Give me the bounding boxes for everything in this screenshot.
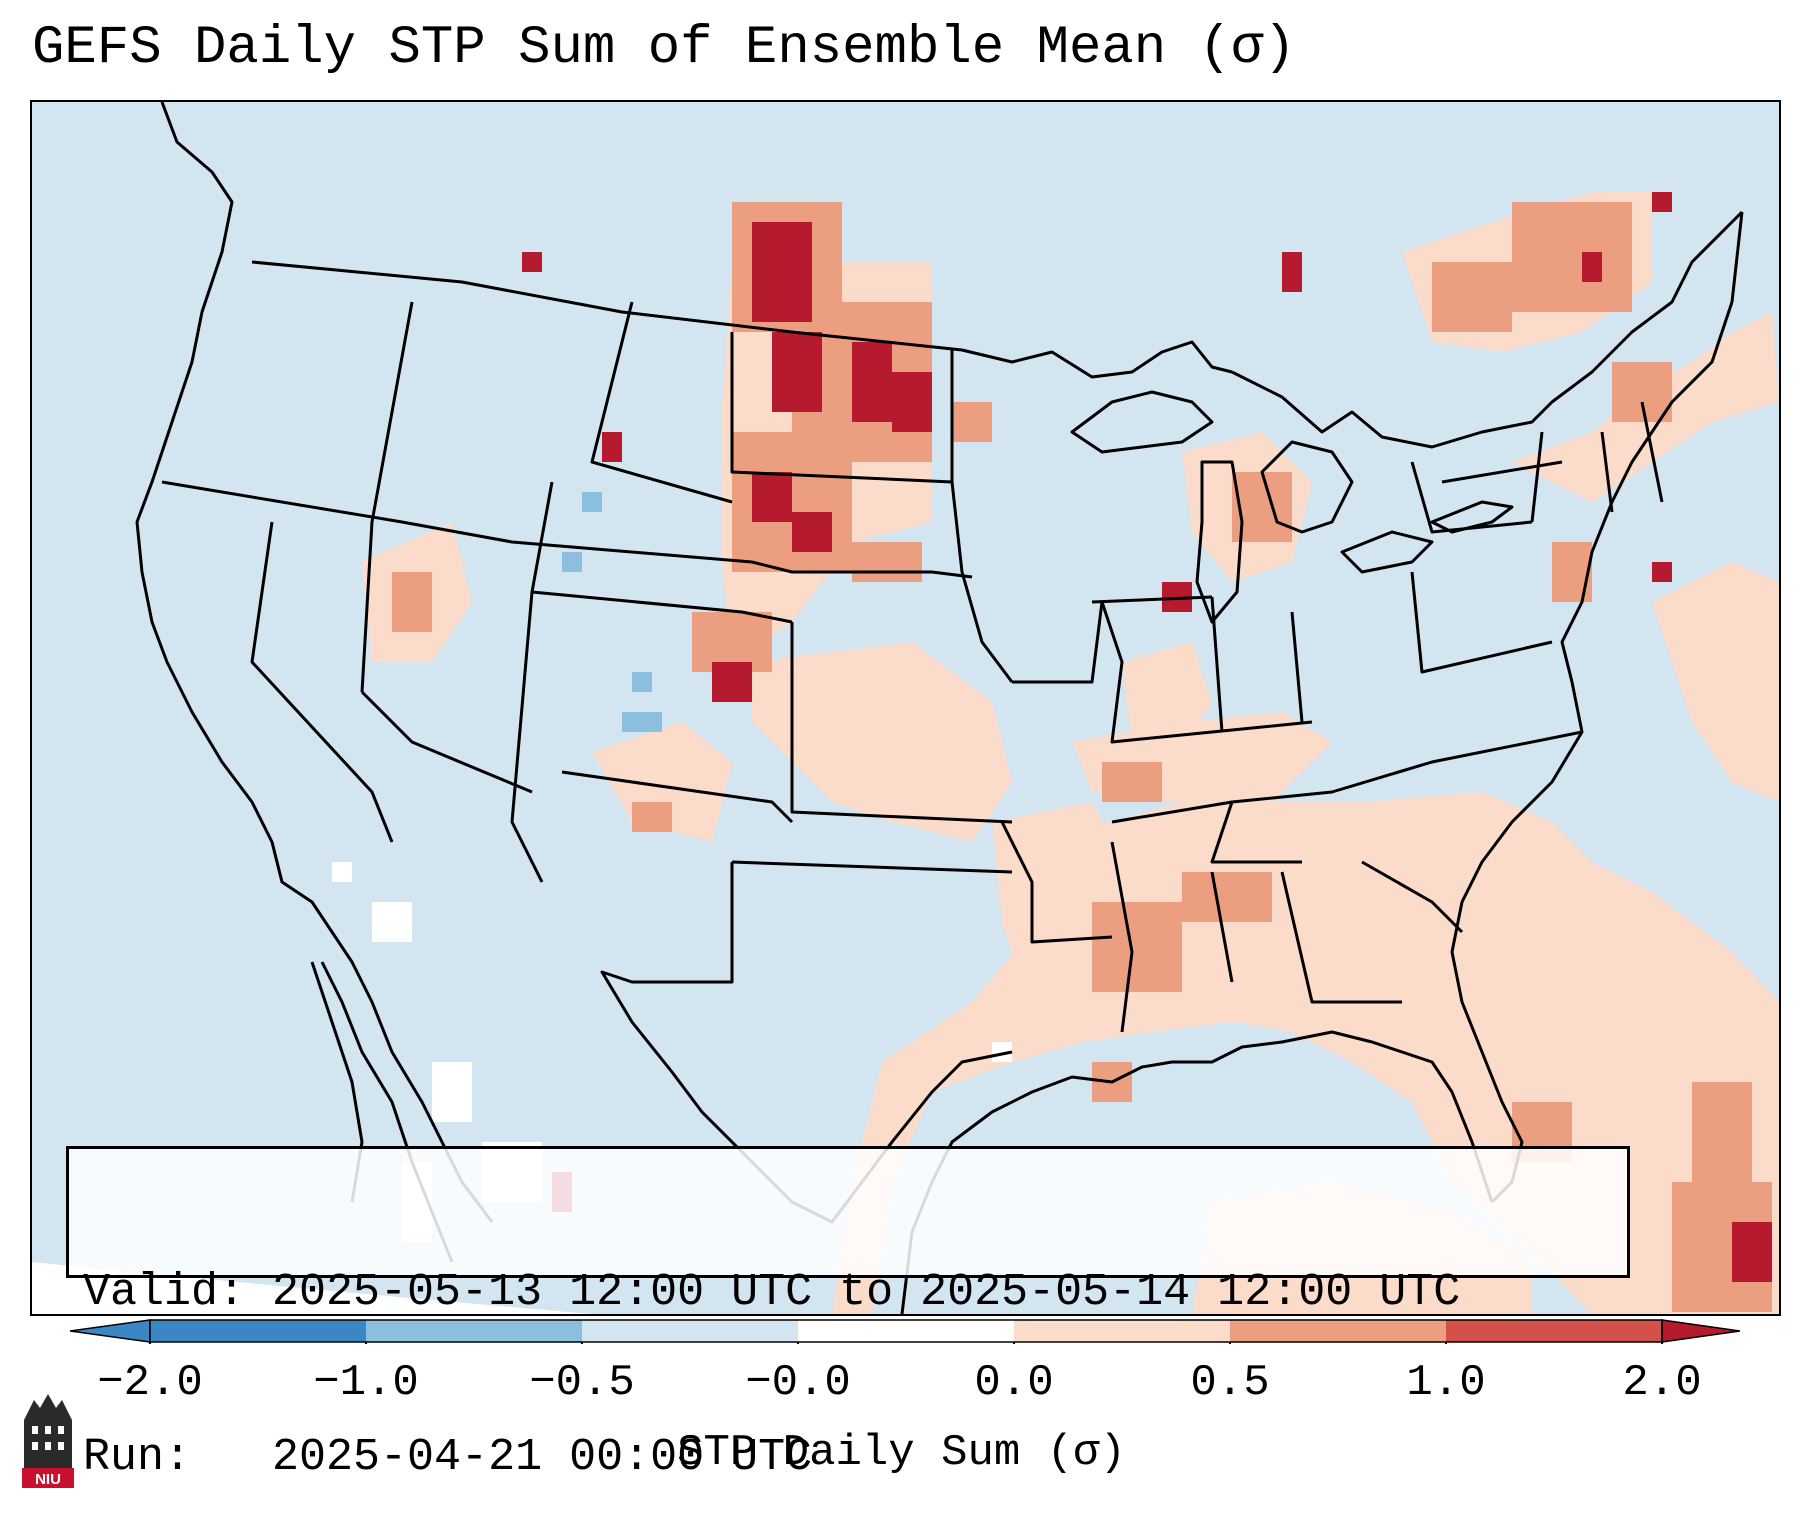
tick-label-6: 0.5 bbox=[1190, 1358, 1270, 1408]
colorbar-outline bbox=[149, 1319, 1663, 1343]
tick-label-7: 1.0 bbox=[1406, 1358, 1486, 1408]
colorbar-extend-high bbox=[1661, 1319, 1740, 1343]
colorbar-bin-5 bbox=[1014, 1320, 1230, 1342]
valid-run-info-box: Valid: 2025-05-13 12:00 UTC to 2025-05-1… bbox=[66, 1146, 1630, 1483]
niu-logo-text: NIU bbox=[35, 1471, 61, 1488]
stp-negative bbox=[562, 492, 662, 732]
projection-edge bbox=[32, 1262, 592, 1314]
colorbar-bin-2 bbox=[366, 1320, 582, 1342]
map-canvas bbox=[32, 102, 1779, 1314]
tick-label-3: −0.5 bbox=[529, 1358, 635, 1408]
tick-label-4: −0.0 bbox=[745, 1358, 851, 1408]
colorbar-extend-low bbox=[70, 1319, 151, 1343]
tick-label-2: −1.0 bbox=[313, 1358, 419, 1408]
colorbar-label: STP Daily Sum (σ) bbox=[677, 1428, 1126, 1478]
tick-label-5: 0.0 bbox=[974, 1358, 1054, 1408]
chart-title: GEFS Daily STP Sum of Ensemble Mean (σ) bbox=[32, 18, 1296, 79]
colorbar-bin-3 bbox=[582, 1320, 798, 1342]
map-panel bbox=[30, 100, 1781, 1316]
colorbar-bin-7 bbox=[1446, 1320, 1662, 1342]
run-time-text: Run: 2025-04-21 00:00 UTC bbox=[83, 1432, 813, 1483]
tick-label-1: −2.0 bbox=[97, 1358, 203, 1408]
map-boundaries bbox=[135, 102, 1744, 1314]
colorbar-ticks bbox=[149, 1342, 1663, 1344]
tick-label-8: 2.0 bbox=[1622, 1358, 1702, 1408]
valid-time-text: Valid: 2025-05-13 12:00 UTC to 2025-05-1… bbox=[83, 1267, 1461, 1318]
colorbar bbox=[70, 1319, 1740, 1344]
niu-logo: NIU bbox=[22, 1394, 74, 1488]
colorbar-bin-6 bbox=[1230, 1320, 1446, 1342]
colorbar-bin-1 bbox=[150, 1320, 366, 1342]
stp-positive-high bbox=[522, 192, 1772, 1282]
colorbar-bin-4 bbox=[798, 1320, 1014, 1342]
